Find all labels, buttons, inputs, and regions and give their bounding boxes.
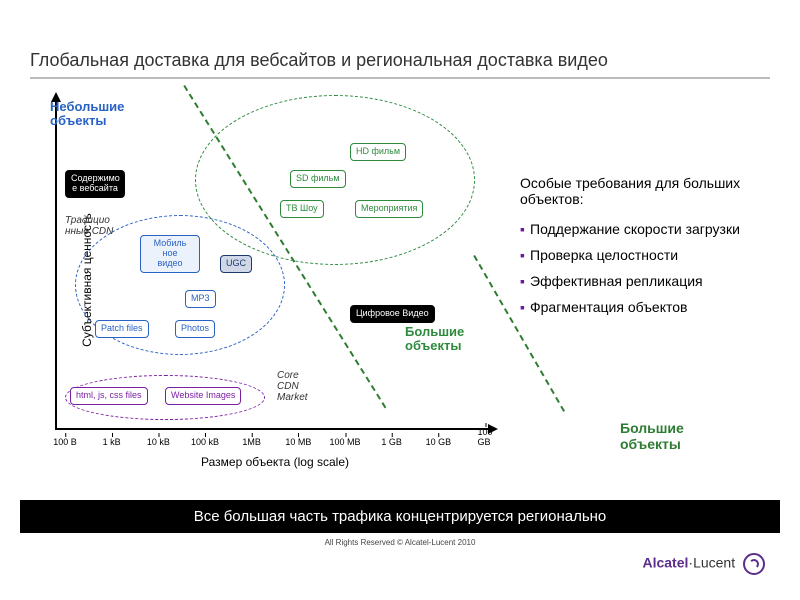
y-axis (55, 95, 57, 430)
x-tick: 100 MB (329, 437, 360, 447)
x-tick: 1 GB (381, 437, 402, 447)
object-node: UGC (220, 255, 252, 273)
x-axis (55, 428, 495, 430)
x-tick: 10 kB (147, 437, 170, 447)
object-node: MP3 (185, 290, 216, 308)
x-tick: 10 MB (285, 437, 311, 447)
annotation: CoreCDNMarket (277, 370, 308, 403)
object-node: Мобильноевидео (140, 235, 200, 273)
annotation: Традиционные CDN (65, 215, 113, 237)
bullet-item: Фрагментация объектов (520, 299, 760, 315)
x-axis-label: Размер объекта (log scale) (201, 455, 349, 469)
bullet-item: Проверка целостности (520, 247, 760, 263)
x-tick: 100 kB (191, 437, 219, 447)
cluster-label: Большиеобъекты (405, 325, 464, 354)
bullet-item: Поддержание скорости загрузки (520, 221, 760, 237)
divider-line (183, 85, 386, 408)
object-node: Website Images (165, 387, 241, 405)
bullet-item: Эффективная репликация (520, 273, 760, 289)
x-tick: 100 GB (477, 427, 492, 447)
object-node: Photos (175, 320, 215, 338)
copyright: All Rights Reserved © Alcatel-Lucent 201… (0, 538, 800, 547)
object-node: ТВ Шоу (280, 200, 324, 218)
bottom-bar: Все большая часть трафика концентрируетс… (20, 500, 780, 533)
big-objects-label: Большиеобъекты (620, 420, 684, 452)
right-panel: Особые требования для больших объектов: … (520, 175, 760, 325)
object-node: Цифровое Видео (350, 305, 435, 323)
object-node: html, js, css files (70, 387, 148, 405)
x-tick: 1MB (242, 437, 261, 447)
slide-title: Глобальная доставка для вебсайтов и реги… (30, 50, 770, 79)
object-node: Patch files (95, 320, 149, 338)
cluster-label: Небольшиеобъекты (50, 100, 124, 129)
object-node: SD фильм (290, 170, 346, 188)
x-tick: 10 GB (426, 437, 452, 447)
logo: Alcatel·Lucent (642, 553, 765, 575)
logo-text-a: Alcatel (642, 555, 688, 571)
object-node: Содержимое вебсайта (65, 170, 125, 198)
x-tick: 100 B (53, 437, 77, 447)
logo-swirl-icon (743, 553, 765, 575)
logo-text-b: ·Lucent (688, 555, 735, 571)
object-node: Мероприятия (355, 200, 423, 218)
x-tick: 1 kB (103, 437, 121, 447)
right-heading: Особые требования для больших объектов: (520, 175, 760, 207)
chart: Субъективная ценность Размер объекта (lo… (55, 95, 495, 465)
object-node: HD фильм (350, 143, 406, 161)
